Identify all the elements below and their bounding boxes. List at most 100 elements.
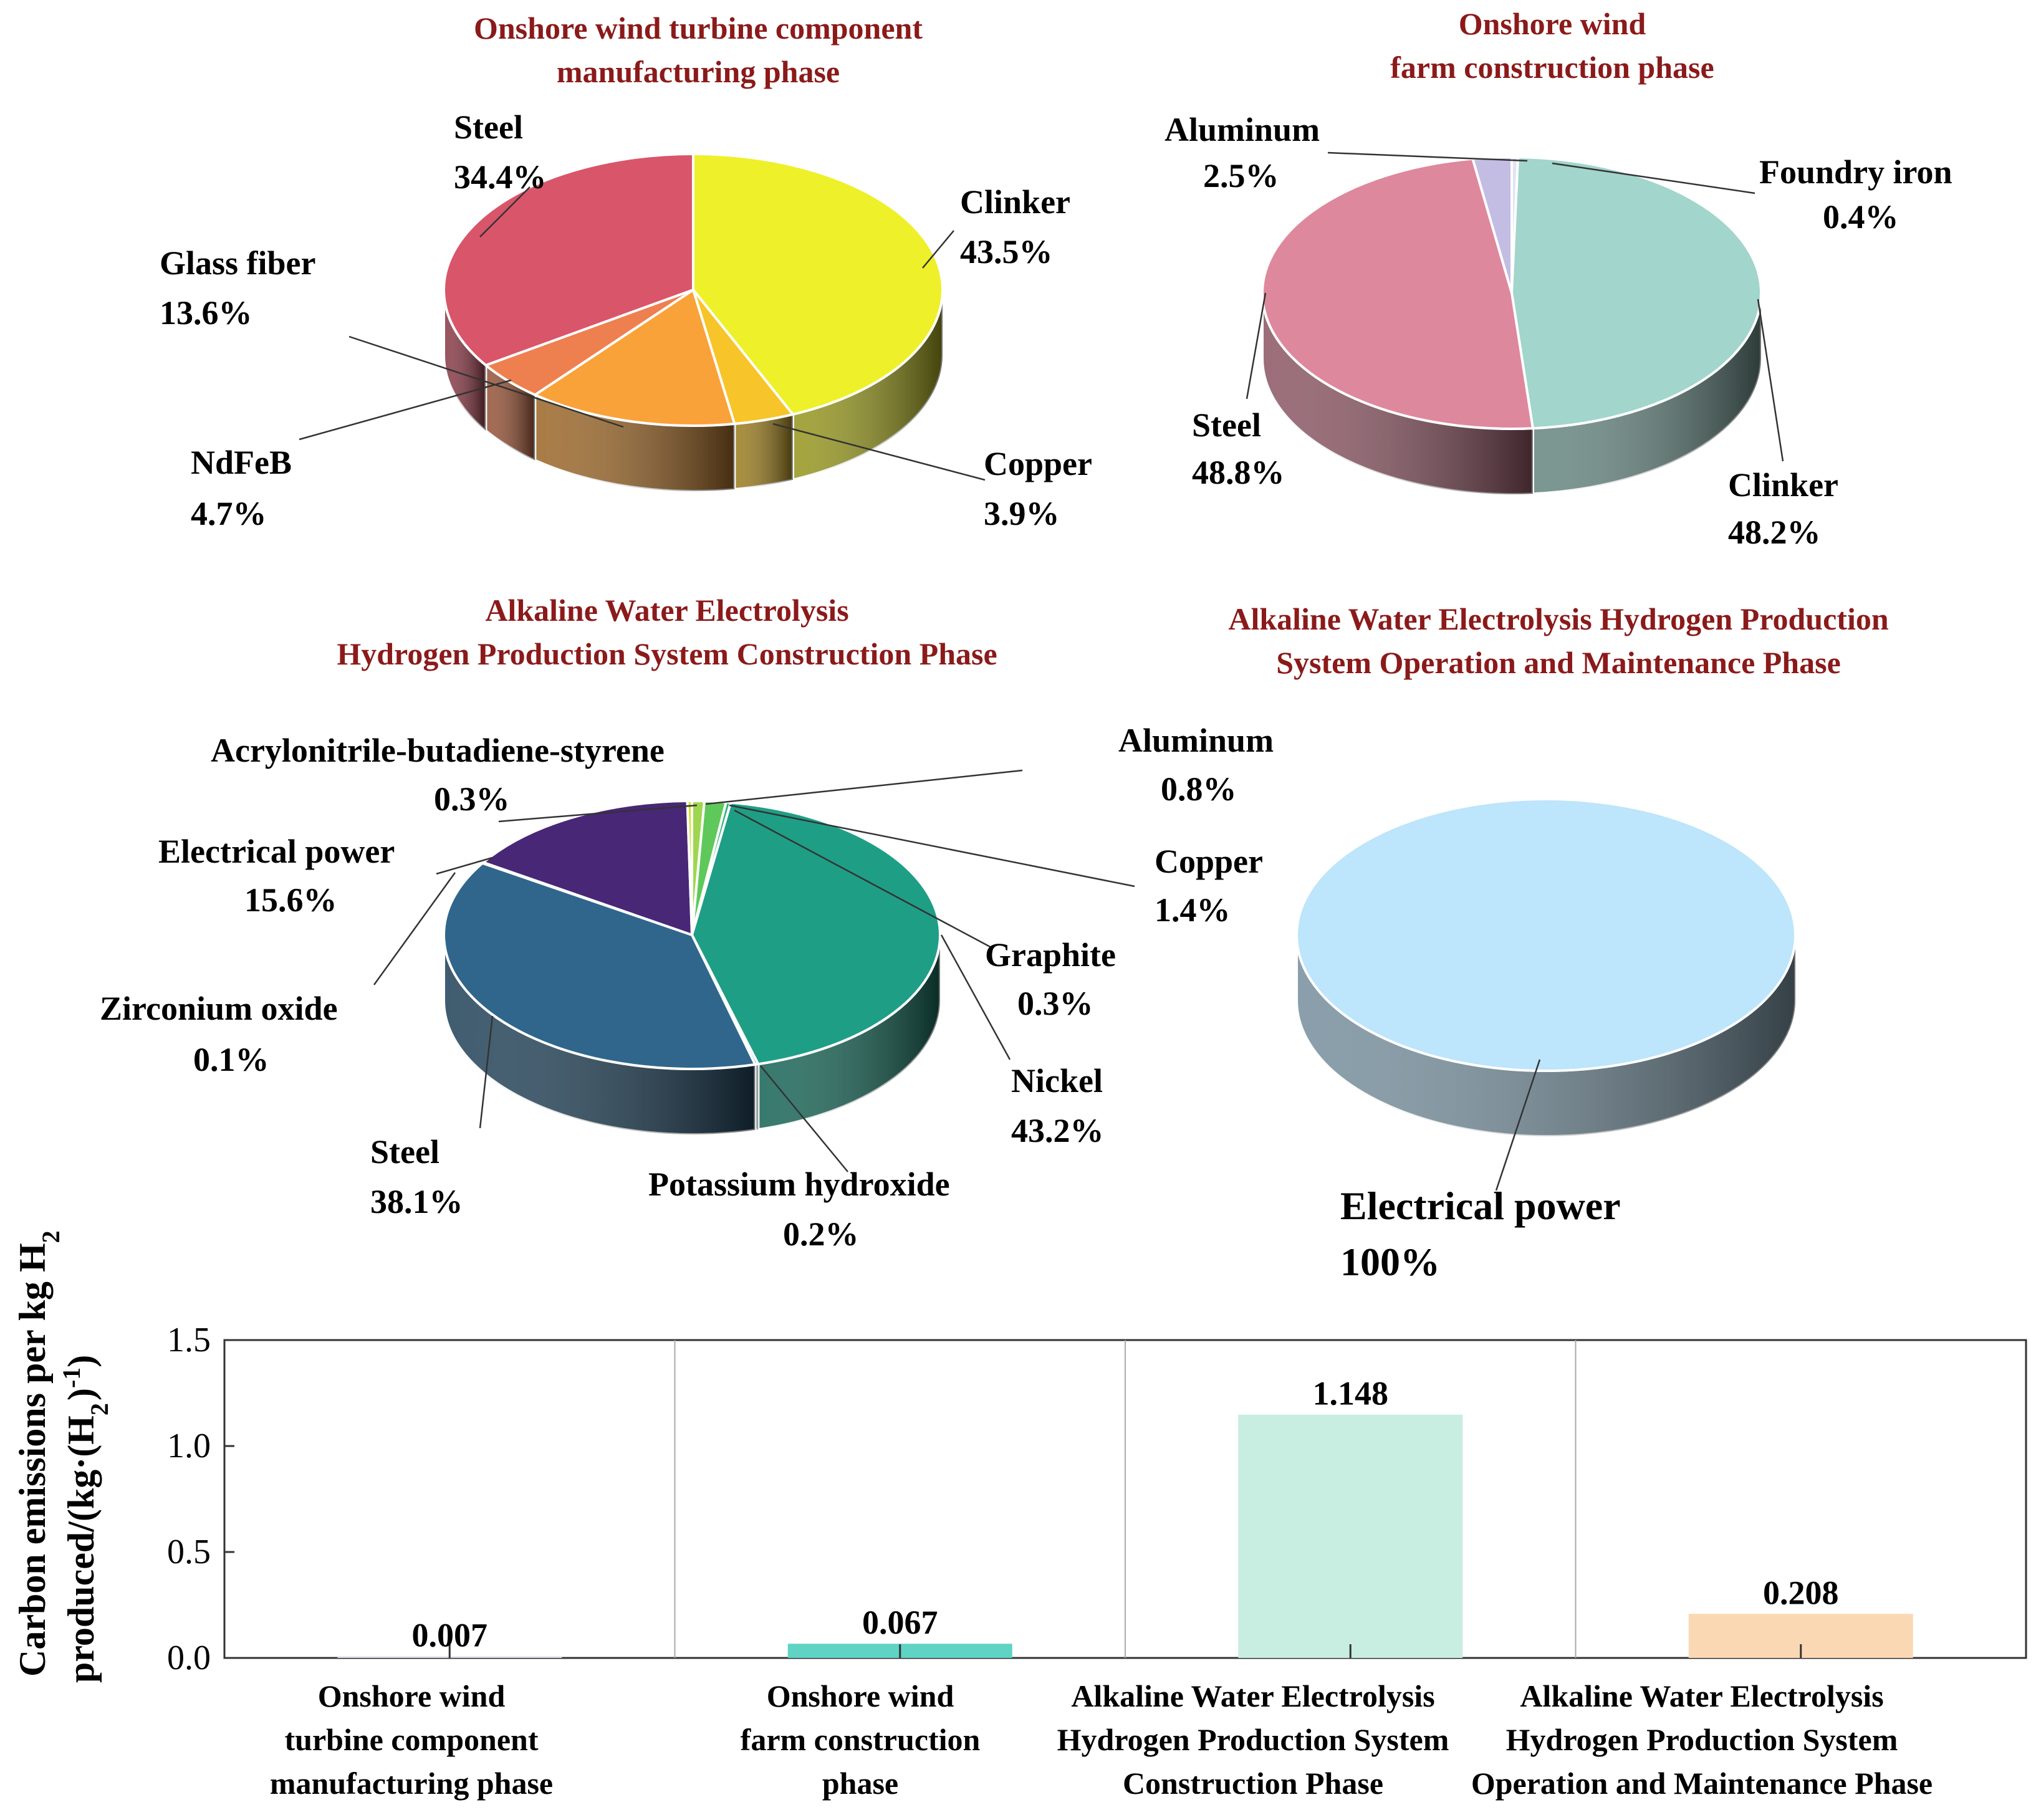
x-axis-categories: Onshore wind turbine component manufacturi… [270, 1679, 1933, 1801]
pie3-label-graphite-pct: 0.3% [1017, 985, 1093, 1022]
pie-chart-electrolysis-operation: Alkaline Water Electrolysis Hydrogen Pro… [1228, 601, 1888, 1284]
bar-value-label-4: 0.208 [1763, 1574, 1839, 1611]
pie3-label-copper-name: Copper [1155, 843, 1263, 880]
pie2-label-foundryiron-pct: 0.4% [1823, 198, 1899, 236]
pie3-leaders [373, 769, 1135, 1172]
bar-chart-carbon-emissions: Carbon emissions per kg H2 produced/(kg·… [12, 1230, 2027, 1801]
x-category-label-1-line-2: turbine component [285, 1722, 539, 1757]
pie3-label-abs-name: Acrylonitrile-butadiene-styrene [211, 732, 665, 769]
pie1-label-ndfeb-name: NdFeB [191, 444, 292, 481]
pie2-tops [1260, 156, 1762, 431]
x-category-label-2-line-1: Onshore wind [767, 1679, 954, 1713]
pie3-label-electrical-pct: 15.6% [244, 881, 337, 919]
pie4-title-line1: Alkaline Water Electrolysis Hydrogen Pro… [1228, 601, 1888, 636]
pie3-label-zirconium-name: Zirconium oxide [100, 990, 338, 1027]
x-category-label-3-line-2: Hydrogen Production System [1057, 1722, 1449, 1757]
pie1-tops [443, 153, 944, 427]
bar-3 [1238, 1414, 1463, 1658]
bar-chart-plot-area [223, 1339, 2027, 1659]
pie1-slice-steel [443, 153, 694, 367]
pie1-label-steel-name: Steel [454, 108, 523, 146]
pie1-label-glassfiber-pct: 13.6% [160, 294, 252, 332]
pie3-tops [443, 799, 941, 1070]
pie1-slice-clinker [692, 153, 944, 416]
x-category-label-2-line-3: phase [822, 1766, 898, 1801]
pie1-side-shade-steel [444, 290, 486, 431]
pie2-label-aluminum-name: Aluminum [1164, 111, 1320, 148]
y-tick-label: 0.5 [167, 1533, 211, 1571]
pie4-label-electrical-pct: 100% [1340, 1240, 1440, 1284]
pie4-side-shade-electrical-power [1297, 935, 1795, 1136]
pie4-slices [1295, 798, 1797, 1138]
pie3-slice-steel [443, 861, 757, 1070]
pie4-leaders [1495, 1059, 1541, 1191]
pie3-label-steel-pct: 38.1% [370, 1183, 463, 1220]
pie1-label-copper-name: Copper [984, 445, 1092, 482]
pie3-slices [443, 799, 941, 1136]
pie1-label-clinker-name: Clinker [960, 183, 1070, 221]
pie3-label-electrical-name: Electrical power [158, 833, 395, 870]
pie1-label-steel-pct: 34.4% [454, 158, 547, 196]
pie3-label-koh-pct: 0.2% [783, 1215, 859, 1253]
pie2-label-clinker-pct: 48.2% [1728, 514, 1821, 551]
pie3-label-abs-pct: 0.3% [434, 780, 510, 818]
pie4-tops [1295, 798, 1797, 1072]
y-tick-label: 1.0 [167, 1427, 211, 1465]
ylabel-line1: Carbon emissions per kg H2 [12, 1230, 65, 1677]
pie2-title-line1: Onshore wind [1459, 6, 1646, 41]
pie1-side-shade-copper [734, 414, 793, 489]
y-axis: 0.0 0.5 1.0 1.5 [167, 1321, 234, 1677]
pie2-side-shade-clinker [1532, 293, 1761, 494]
pie2-label-foundryiron-name: Foundry iron [1759, 153, 1952, 191]
pie2-slice-steel [1260, 157, 1534, 431]
pie4-title-line2: System Operation and Maintenance Phase [1276, 645, 1841, 680]
y-tick-label: 0.0 [167, 1639, 211, 1677]
pie2-title-line2: farm construction phase [1390, 50, 1714, 85]
pie1-sides [443, 289, 944, 492]
pie1-title-line1: Onshore wind turbine component [474, 11, 923, 46]
pie4-label-electrical-name: Electrical power [1340, 1184, 1621, 1228]
pie1-label-copper-pct: 3.9% [984, 495, 1060, 532]
pie3-label-copper-pct: 1.4% [1155, 891, 1231, 929]
x-category-label-1-line-3: manufacturing phase [270, 1766, 553, 1801]
pie2-side-shade-steel [1262, 293, 1533, 494]
pie2-label-steel-name: Steel [1192, 406, 1261, 444]
x-category-label-1-line-1: Onshore wind [318, 1679, 506, 1713]
x-category-label-4-line-2: Hydrogen Production System [1506, 1722, 1898, 1757]
pie3-label-graphite-name: Graphite [985, 936, 1116, 974]
pie3-label-steel-name: Steel [370, 1133, 439, 1171]
x-category-label-3-line-3: Construction Phase [1123, 1766, 1383, 1801]
pie2-label-steel-pct: 48.8% [1192, 454, 1285, 491]
pie1-side-shade-clinker [792, 290, 943, 480]
pie3-slice-electrical-power [482, 800, 693, 936]
pie3-label-nickel-name: Nickel [1011, 1062, 1103, 1099]
bar-chart-ylabel: Carbon emissions per kg H2 produced/(kg·… [12, 1230, 113, 1683]
y-tick-label: 1.5 [167, 1321, 211, 1359]
pie3-side-shade-steel [444, 935, 756, 1134]
pie3-title-line1: Alkaline Water Electrolysis [485, 593, 848, 628]
pie1-label-ndfeb-pct: 4.7% [191, 495, 267, 532]
pie2-sides [1261, 292, 1762, 496]
pie3-slice-nickel [691, 801, 941, 1066]
pie-chart-electrolysis-construction: Alkaline Water Electrolysis Hydrogen Pro… [100, 593, 1274, 1253]
pie1-side-shade-glass-fiber [535, 395, 735, 491]
bar-value-label-2: 0.067 [862, 1604, 938, 1641]
pie1-slice-glass-fiber [534, 289, 736, 427]
pie2-label-aluminum-pct: 2.5% [1203, 157, 1279, 194]
pie-chart-turbine-manufacturing: Onshore wind turbine component manufactu… [160, 11, 1092, 532]
pie2-slices [1260, 156, 1762, 496]
pie1-label-glassfiber-name: Glass fiber [160, 244, 316, 282]
pie3-label-koh-name: Potassium hydroxide [648, 1166, 950, 1203]
x-category-label-2-line-2: farm construction [741, 1722, 981, 1757]
pie3-side-shade-nickel [758, 935, 940, 1130]
pie1-title-line2: manufacturing phase [557, 54, 840, 89]
pie3-label-zirconium-pct: 0.1% [193, 1041, 269, 1078]
pie3-label-aluminum-name: Aluminum [1118, 722, 1274, 759]
pie1-label-clinker-pct: 43.5% [960, 233, 1053, 271]
bar-value-label-1: 0.007 [412, 1617, 488, 1654]
x-category-label-4-line-1: Alkaline Water Electrolysis [1520, 1679, 1883, 1713]
pie3-title-line2: Hydrogen Production System Construction … [337, 636, 997, 671]
pie2-slice-clinker [1510, 156, 1762, 430]
pie-chart-wind-farm-construction: Onshore wind farm construction phase Alu… [1164, 6, 1952, 551]
